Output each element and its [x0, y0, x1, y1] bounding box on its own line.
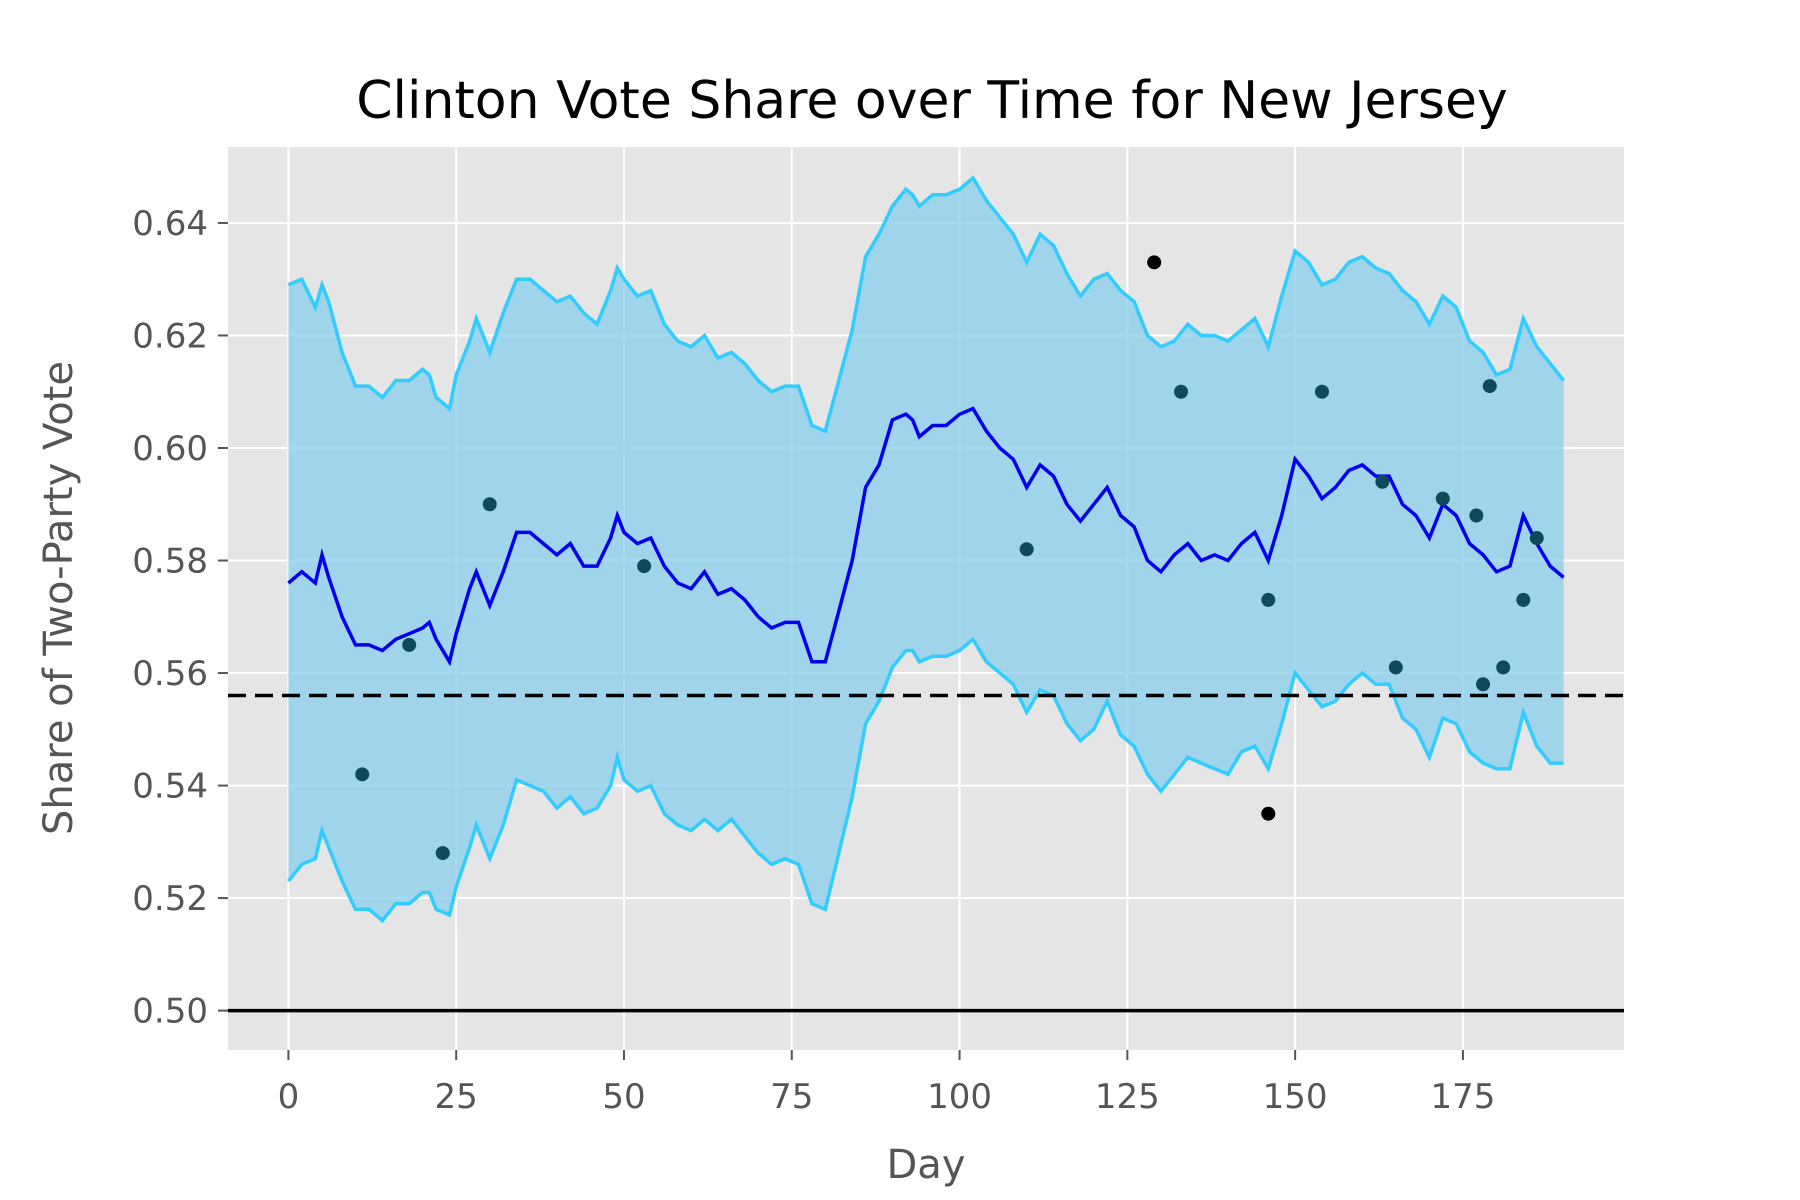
poll-point	[1469, 508, 1484, 523]
x-axis-ticks: 0 25 50 75 100 125 150 175	[278, 1050, 1495, 1117]
y-tick-label: 0.54	[132, 767, 208, 807]
poll-point	[1435, 491, 1450, 506]
poll-point	[1476, 677, 1491, 692]
y-tick-label: 0.60	[132, 429, 208, 469]
poll-point	[402, 637, 417, 652]
poll-points	[355, 255, 1544, 861]
upper-bound-line	[287, 175, 1565, 434]
poll-point	[1375, 474, 1390, 489]
poll-point	[482, 497, 497, 512]
x-tick-label: 100	[927, 1077, 992, 1117]
mean-line-group	[287, 406, 1565, 667]
poll-point	[1019, 542, 1034, 557]
poll-point	[1174, 384, 1189, 399]
x-tick-label: 175	[1430, 1077, 1495, 1117]
confidence-band-area	[288, 177, 1564, 921]
y-tick-label: 0.64	[132, 204, 208, 244]
chart-title: Clinton Vote Share over Time for New Jer…	[356, 71, 1508, 131]
y-tick-label: 0.58	[132, 542, 208, 582]
poll-point	[1147, 255, 1162, 270]
poll-point	[1314, 384, 1329, 399]
poll-point	[1388, 660, 1403, 675]
confidence-band	[287, 175, 1565, 924]
poll-point	[1482, 379, 1497, 394]
reference-lines	[228, 693, 1624, 1013]
x-tick-label: 25	[435, 1077, 478, 1117]
x-tick-label: 75	[770, 1077, 813, 1117]
y-tick-label: 0.56	[132, 654, 208, 694]
y-tick-label: 0.52	[132, 879, 208, 919]
poll-point	[1261, 592, 1276, 607]
x-tick-label: 125	[1095, 1077, 1160, 1117]
y-tick-label: 0.50	[132, 992, 208, 1032]
mean-line	[287, 406, 1565, 667]
x-axis-label: Day	[887, 1142, 966, 1188]
poll-point	[435, 846, 450, 861]
x-tick-label: 150	[1263, 1077, 1328, 1117]
y-tick-label: 0.62	[132, 316, 208, 356]
poll-point	[1496, 660, 1511, 675]
x-tick-label: 0	[278, 1077, 300, 1117]
poll-point	[1261, 806, 1276, 821]
x-tick-label: 50	[602, 1077, 645, 1117]
poll-point	[637, 559, 652, 574]
poll-point	[1529, 531, 1544, 546]
poll-point	[355, 767, 370, 782]
y-axis-ticks: 0.50 0.52 0.54 0.56 0.58 0.60 0.62 0.64	[132, 204, 228, 1032]
y-axis-label: Share of Two-Party Vote	[36, 361, 82, 835]
poll-point	[1516, 592, 1531, 607]
